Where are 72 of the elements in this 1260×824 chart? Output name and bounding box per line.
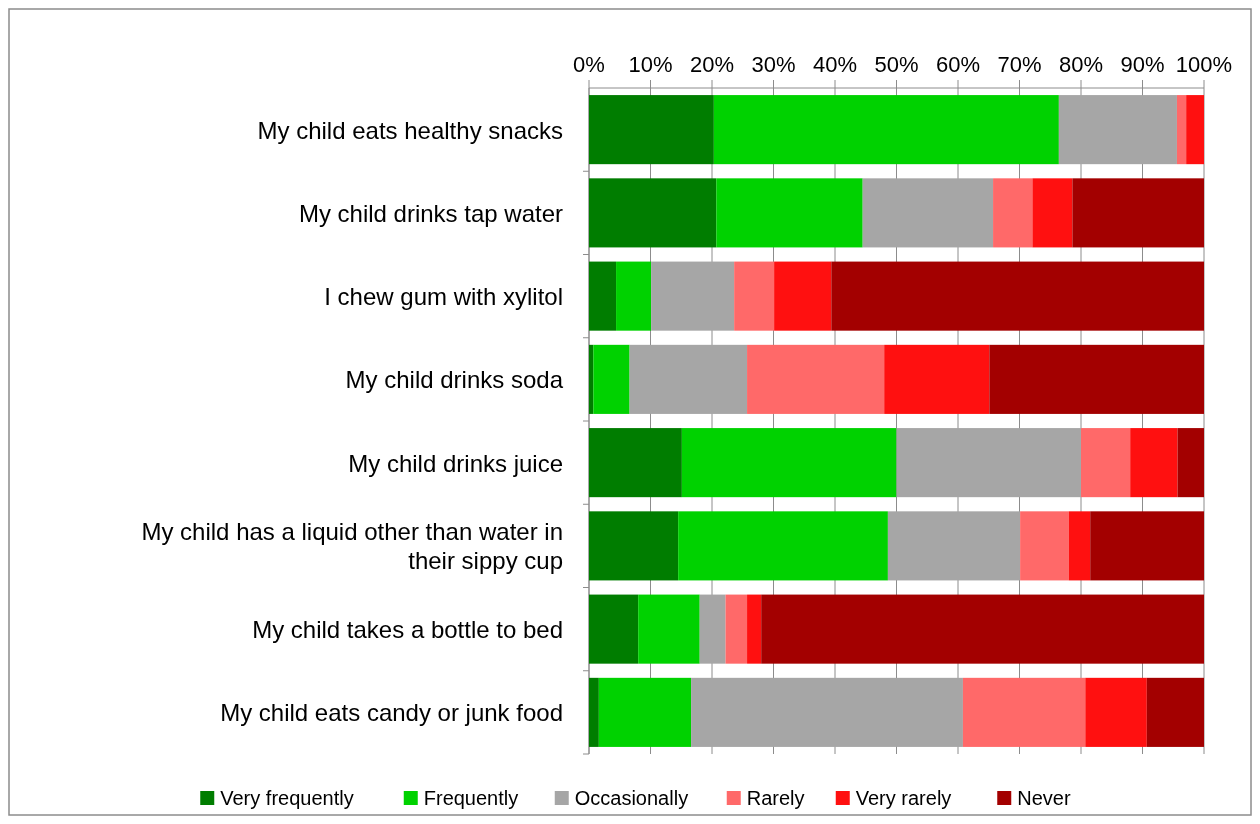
y-tick-label: My child drinks juice (348, 449, 563, 477)
bar (1020, 511, 1069, 581)
bar (1068, 511, 1091, 581)
bar (1130, 428, 1178, 498)
bar (716, 178, 863, 248)
x-tick-label: 30% (751, 52, 796, 77)
bar (589, 178, 717, 248)
bar (1081, 428, 1131, 498)
x-tick-label: 50% (874, 52, 919, 77)
bar (699, 594, 726, 664)
bar (1032, 178, 1073, 248)
bar (589, 344, 594, 414)
bar (747, 594, 762, 664)
x-tick-label: 20% (689, 52, 735, 77)
bar (993, 178, 1033, 248)
bar (1186, 95, 1205, 165)
bar (1177, 428, 1204, 498)
x-tick-label: 80% (1058, 52, 1104, 77)
bar (616, 261, 652, 331)
bar (589, 677, 599, 747)
y-tick-label: My child has a liquid other than water in their sippy cup (141, 517, 563, 574)
bar (1072, 178, 1204, 248)
bar (681, 428, 897, 498)
bar (1085, 677, 1147, 747)
bar (1058, 95, 1177, 165)
legend-label: Very frequently (220, 787, 354, 809)
y-tick-label: I chew gum with xylitol (324, 282, 563, 310)
y-tick-label: My child takes a bottle to bed (252, 615, 563, 643)
bar (589, 95, 714, 165)
bar (589, 428, 682, 498)
bar (962, 677, 1086, 747)
bar (1146, 677, 1204, 747)
bar (989, 344, 1204, 414)
x-tick-label: 0% (573, 52, 605, 77)
bar (589, 594, 639, 664)
bar (651, 261, 735, 331)
bar (887, 511, 1021, 581)
bar (691, 677, 963, 747)
bar (862, 178, 994, 248)
bar (831, 261, 1204, 331)
bar (761, 594, 1204, 664)
bar (629, 344, 748, 414)
legend-label: Occasionally (574, 787, 689, 809)
bar (593, 344, 630, 414)
bar (589, 261, 617, 331)
legend-label: Never (1017, 787, 1071, 809)
legend-label: Very rarely (855, 787, 952, 809)
x-tick-label: 10% (628, 52, 673, 77)
x-tick-label: 90% (1120, 52, 1165, 77)
legend-label: Rarely (746, 787, 805, 809)
bar (598, 677, 692, 747)
y-tick-label: My child eats healthy snacks (257, 116, 563, 144)
bar (638, 594, 700, 664)
bar (589, 511, 679, 581)
bar (713, 95, 1059, 165)
y-tick-label: My child drinks soda (345, 365, 564, 393)
bar (896, 428, 1081, 498)
bar (774, 261, 832, 331)
bar (678, 511, 888, 581)
y-tick-label: My child drinks tap water (298, 199, 564, 227)
x-tick-label: 60% (935, 52, 981, 77)
x-tick-label: 70% (997, 52, 1042, 77)
bar (1176, 95, 1187, 165)
bar (1090, 511, 1204, 581)
bar (884, 344, 990, 414)
y-tick-label: My child eats candy or junk food (220, 698, 563, 726)
bar (747, 344, 885, 414)
legend-label: Frequently (423, 787, 519, 809)
x-tick-label: 100% (1175, 52, 1233, 77)
x-tick-label: 40% (812, 52, 858, 77)
bar (734, 261, 775, 331)
bar (725, 594, 748, 664)
